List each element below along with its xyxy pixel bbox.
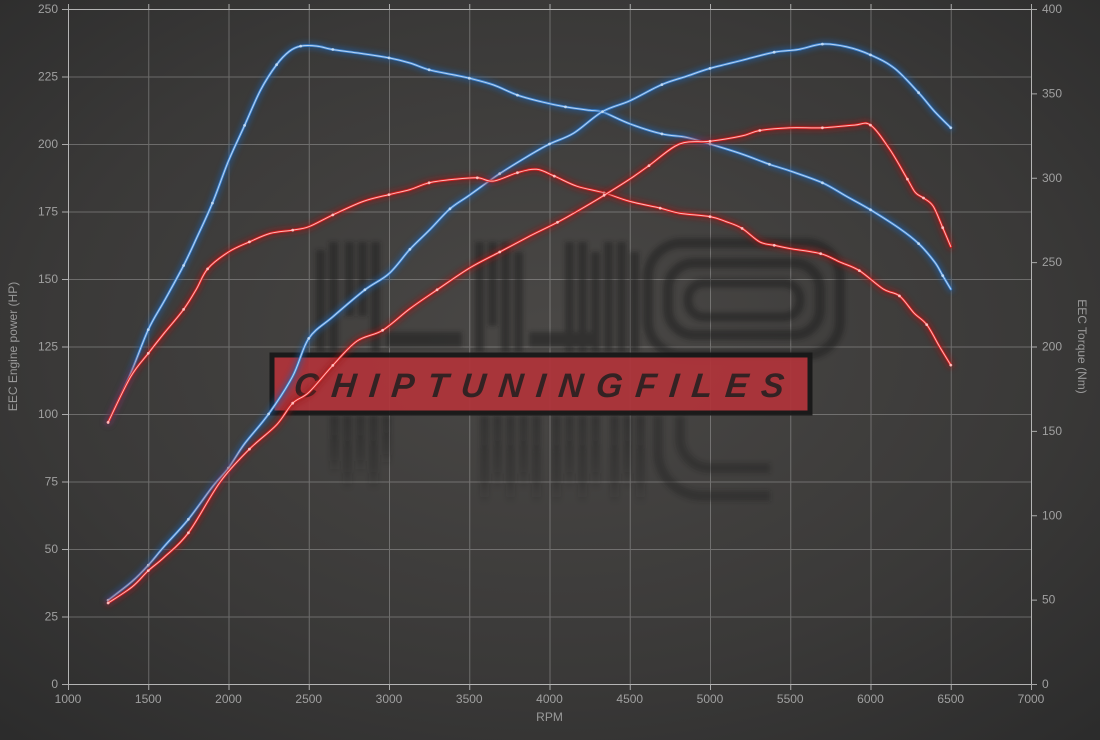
- svg-text:400: 400: [1042, 2, 1062, 16]
- svg-text:6500: 6500: [937, 692, 964, 706]
- svg-text:2500: 2500: [295, 692, 322, 706]
- watermark-text: CHIPTUNINGFILES: [292, 367, 799, 405]
- left-axis-title: EEC Engine power (HP): [6, 282, 20, 411]
- chiptuningfiles-logo-watermark: [316, 238, 845, 504]
- dyno-curves: [104, 40, 955, 607]
- svg-text:125: 125: [38, 340, 58, 354]
- svg-text:5000: 5000: [697, 692, 724, 706]
- svg-text:250: 250: [38, 2, 58, 16]
- svg-text:100: 100: [1042, 508, 1062, 522]
- svg-text:200: 200: [38, 137, 58, 151]
- svg-text:350: 350: [1042, 86, 1062, 100]
- svg-text:50: 50: [45, 542, 59, 556]
- svg-text:3000: 3000: [376, 692, 403, 706]
- right-axis-title: EEC Torque (Nm): [1075, 299, 1089, 393]
- svg-text:100: 100: [38, 407, 58, 421]
- tick-labels: 0255075100125150175200225250050100150200…: [38, 2, 1062, 706]
- svg-text:1000: 1000: [55, 692, 82, 706]
- svg-text:5500: 5500: [777, 692, 804, 706]
- axis-titles: EEC Engine power (HP) EEC Torque (Nm) RPM: [6, 282, 1089, 724]
- svg-text:175: 175: [38, 205, 58, 219]
- watermark-banner: CHIPTUNINGFILES: [269, 352, 813, 416]
- watermark-box: [269, 352, 813, 416]
- x-axis-title: RPM: [536, 710, 563, 724]
- curve-stock-torque: [104, 165, 955, 426]
- svg-text:4000: 4000: [536, 692, 563, 706]
- svg-text:1500: 1500: [135, 692, 162, 706]
- svg-text:0: 0: [1042, 677, 1049, 691]
- svg-text:75: 75: [45, 475, 59, 489]
- svg-text:300: 300: [1042, 171, 1062, 185]
- curve-stock-power: [104, 119, 955, 607]
- svg-text:7000: 7000: [1018, 692, 1045, 706]
- curve-tuned-torque: [104, 42, 955, 426]
- svg-text:150: 150: [38, 272, 58, 286]
- svg-text:250: 250: [1042, 255, 1062, 269]
- svg-text:3500: 3500: [456, 692, 483, 706]
- svg-text:6000: 6000: [857, 692, 884, 706]
- svg-text:4500: 4500: [616, 692, 643, 706]
- svg-text:2000: 2000: [215, 692, 242, 706]
- plot-frame: [62, 4, 1037, 690]
- svg-text:25: 25: [45, 610, 59, 624]
- svg-text:50: 50: [1042, 593, 1056, 607]
- svg-text:150: 150: [1042, 424, 1062, 438]
- svg-text:200: 200: [1042, 340, 1062, 354]
- svg-text:0: 0: [51, 677, 58, 691]
- svg-text:225: 225: [38, 70, 58, 84]
